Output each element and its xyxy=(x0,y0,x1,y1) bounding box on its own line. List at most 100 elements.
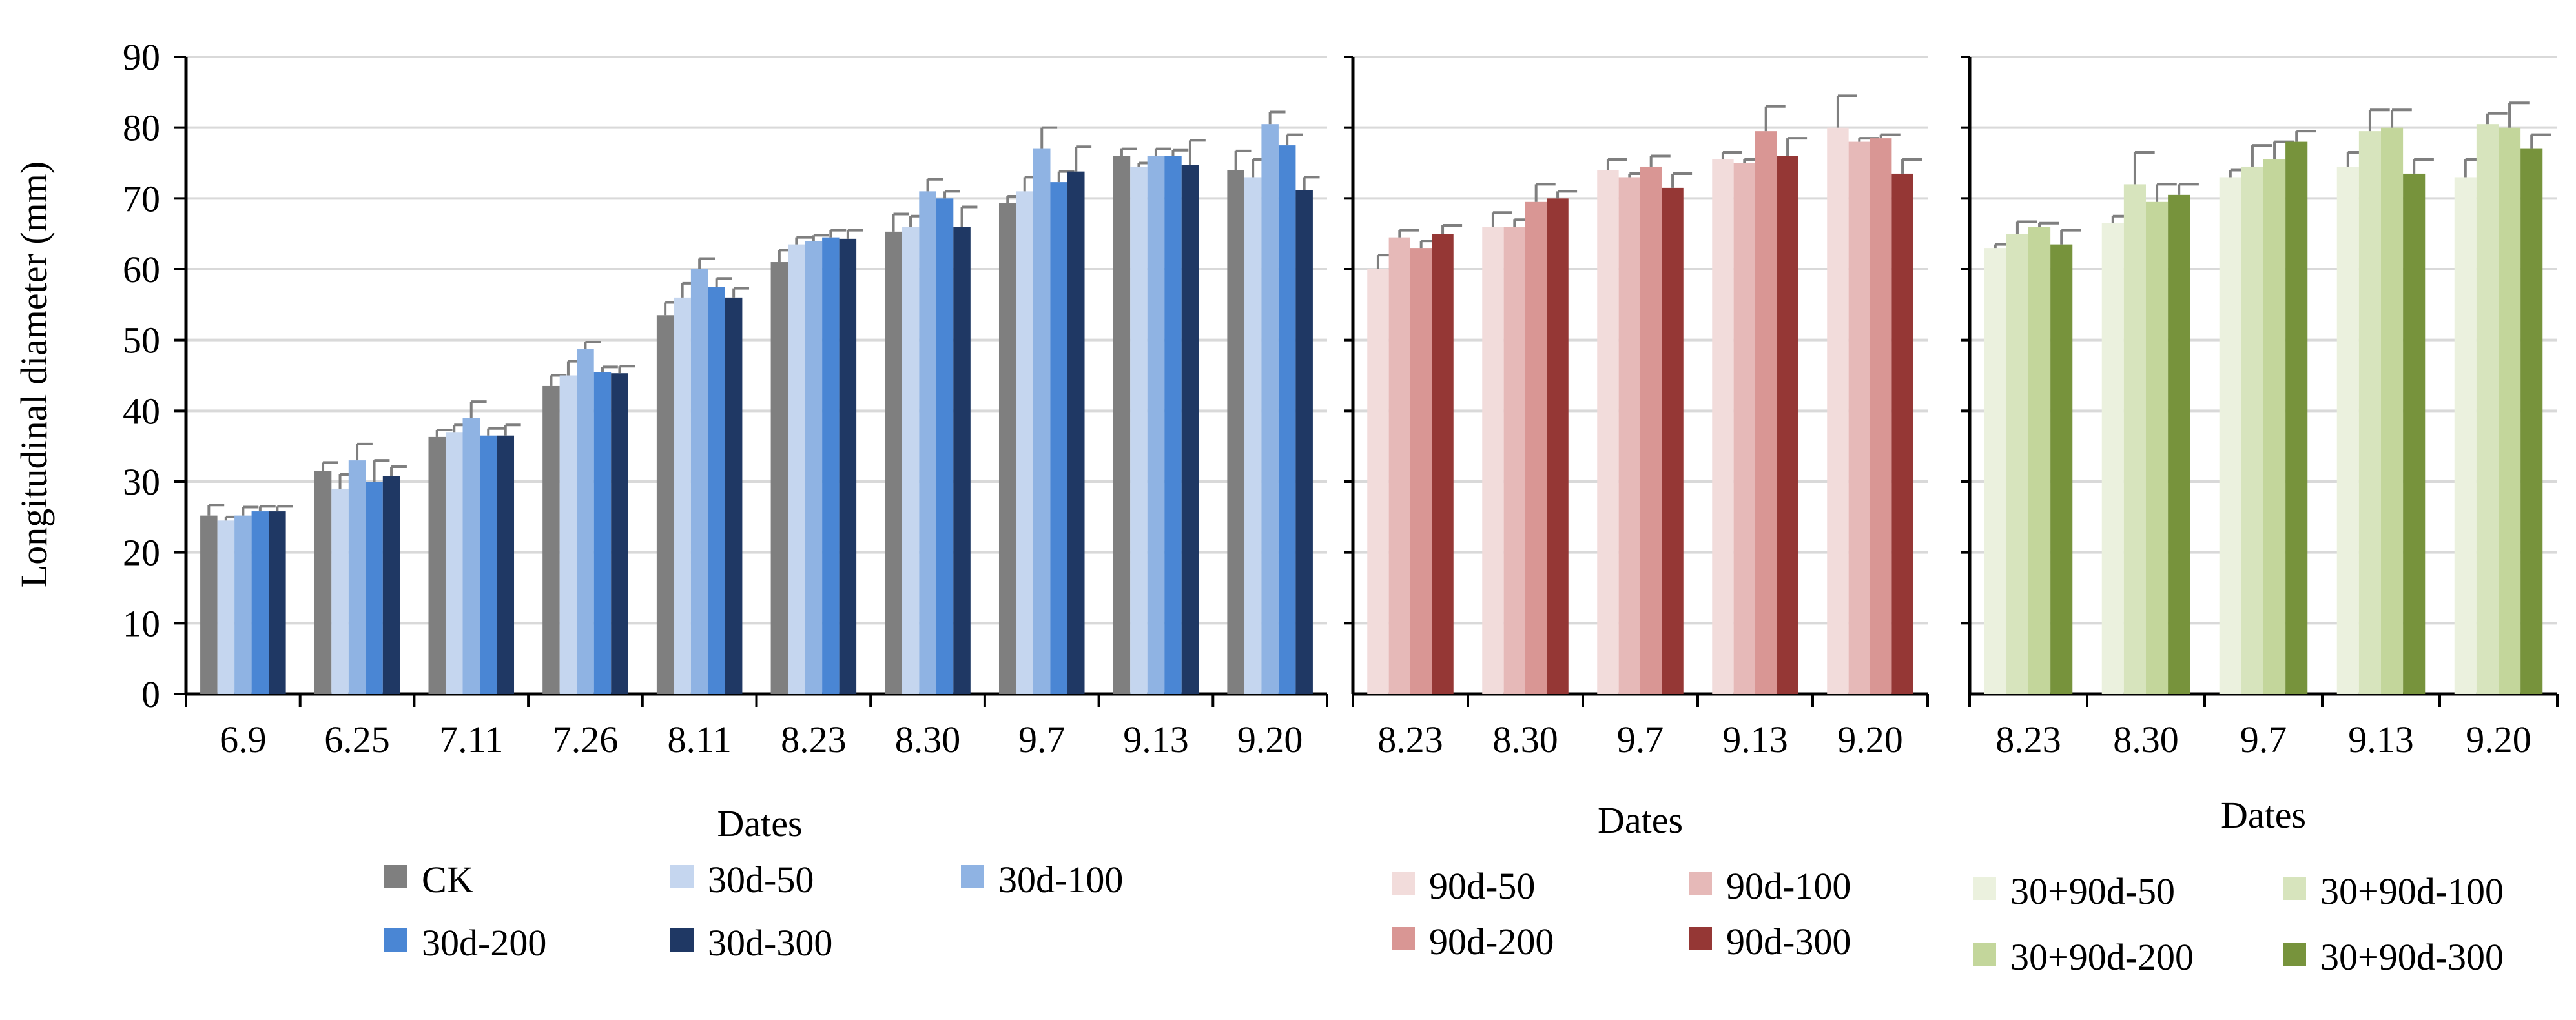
bar-30d-50 xyxy=(1130,166,1148,694)
x-tick-label: 8.23 xyxy=(781,719,847,760)
bar-30d-100 xyxy=(1147,156,1165,695)
legend-label: 30d-200 xyxy=(422,922,546,964)
bar-30d-200 xyxy=(708,287,725,695)
y-tick-label: 30 xyxy=(123,461,160,503)
bar-CK xyxy=(770,262,788,694)
legend-label: 30d-50 xyxy=(708,859,814,901)
bar-30d-300 xyxy=(1181,165,1199,695)
bar-30d-100 xyxy=(577,349,594,694)
bar-30d-100 xyxy=(234,515,252,694)
legend: CK 30d-50 30d-100 30d-200 30d-300 xyxy=(384,859,1123,964)
bar-30+90d-50 xyxy=(2219,177,2241,694)
legend-swatch xyxy=(2283,877,2306,900)
bar-30d-200 xyxy=(593,372,612,694)
bar-30+90d-100 xyxy=(2358,131,2381,694)
bar-30d-200 xyxy=(251,511,269,694)
y-tick-label: 80 xyxy=(123,107,160,149)
x-tick-label: 8.30 xyxy=(1492,719,1558,760)
bar-30d-50 xyxy=(788,244,805,694)
bar-30d-300 xyxy=(382,476,400,694)
bar-30d-300 xyxy=(1067,171,1085,694)
y-tick-label: 50 xyxy=(123,320,160,362)
legend-label: 90d-100 xyxy=(1726,865,1851,907)
x-tick-label: 9.7 xyxy=(1617,719,1664,760)
bar-30+90d-200 xyxy=(2028,227,2051,694)
bar-90d-200 xyxy=(1525,201,1547,695)
bar-30d-200 xyxy=(936,198,954,694)
legend-swatch xyxy=(2283,943,2306,966)
bar-CK xyxy=(1113,156,1131,695)
legend-label: 30d-300 xyxy=(708,922,832,964)
legend-label: CK xyxy=(422,859,474,901)
legend-label: 30+90d-200 xyxy=(2010,936,2194,978)
bar-30+90d-300 xyxy=(2403,173,2426,694)
x-tick-label: 8.30 xyxy=(2113,719,2179,760)
legend-swatch xyxy=(1392,872,1415,895)
bar-30+90d-200 xyxy=(2146,201,2169,695)
bar-30+90d-300 xyxy=(2050,244,2073,694)
legend-swatch xyxy=(961,865,984,888)
bar-90d-200 xyxy=(1755,131,1777,694)
legend-label: 90d-200 xyxy=(1429,921,1554,963)
bar-CK xyxy=(200,515,218,694)
x-tick-label: 9.7 xyxy=(1018,719,1066,760)
bar-90d-50 xyxy=(1597,170,1619,694)
bar-30+90d-50 xyxy=(2336,166,2359,694)
legend-swatch xyxy=(1689,927,1712,950)
legend-label: 90d-300 xyxy=(1726,921,1851,963)
legend-swatch xyxy=(670,865,694,888)
bar-30+90d-100 xyxy=(2241,166,2263,694)
bar-30+90d-50 xyxy=(1984,248,2006,695)
bar-30d-50 xyxy=(445,432,463,694)
bar-30+90d-300 xyxy=(2285,141,2308,695)
bar-90d-200 xyxy=(1410,248,1432,695)
x-axis-label: Dates xyxy=(1598,799,1683,841)
bar-30d-300 xyxy=(269,511,286,694)
legend: 90d-50 90d-100 90d-200 90d-300 xyxy=(1392,865,1851,963)
y-axis-label: Longitudinal diameter (mm) xyxy=(13,161,55,587)
bar-30d-50 xyxy=(1016,191,1033,694)
x-tick-label: 8.30 xyxy=(895,719,961,760)
x-tick-label: 8.11 xyxy=(667,719,731,760)
bar-30d-300 xyxy=(1295,190,1313,694)
bar-CK xyxy=(1227,170,1244,694)
bar-CK xyxy=(542,385,560,694)
x-tick-label: 9.20 xyxy=(1237,719,1303,760)
y-tick-label: 10 xyxy=(123,602,160,644)
bar-90d-100 xyxy=(1388,237,1410,694)
x-tick-label: 6.25 xyxy=(324,719,390,760)
bar-30d-200 xyxy=(1050,182,1068,694)
bar-30d-200 xyxy=(1164,156,1182,695)
y-tick-label: 40 xyxy=(123,390,160,432)
legend-swatch xyxy=(384,865,407,888)
legend-swatch xyxy=(670,928,694,952)
bar-90d-300 xyxy=(1777,156,1798,695)
bar-CK xyxy=(998,203,1016,694)
y-tick-label: 90 xyxy=(123,36,160,78)
x-tick-label: 9.20 xyxy=(1837,719,1903,760)
legend-swatch xyxy=(384,928,407,952)
x-tick-label: 7.26 xyxy=(553,719,619,760)
bar-30d-200 xyxy=(366,482,383,694)
bar-90d-50 xyxy=(1367,269,1389,694)
bar-30+90d-300 xyxy=(2168,194,2190,695)
legend-label: 30+90d-50 xyxy=(2010,870,2175,912)
legend-label: 30+90d-100 xyxy=(2320,870,2504,912)
bar-30d-300 xyxy=(839,238,857,694)
bar-90d-50 xyxy=(1712,159,1734,694)
bar-30d-300 xyxy=(611,373,628,694)
legend-swatch xyxy=(1973,877,1996,900)
bar-90d-50 xyxy=(1482,227,1504,694)
bar-CK xyxy=(428,436,446,694)
bar-30d-100 xyxy=(1261,124,1279,694)
bar-90d-300 xyxy=(1891,173,1913,694)
bar-30d-50 xyxy=(1244,177,1262,694)
x-tick-label: 9.13 xyxy=(2348,719,2414,760)
bar-30d-100 xyxy=(805,241,823,695)
bar-30d-50 xyxy=(902,227,920,694)
bar-30+90d-300 xyxy=(2520,148,2543,695)
bar-90d-100 xyxy=(1733,163,1755,694)
bar-30+90d-100 xyxy=(2123,184,2146,694)
x-axis-label: Dates xyxy=(2221,794,2306,836)
